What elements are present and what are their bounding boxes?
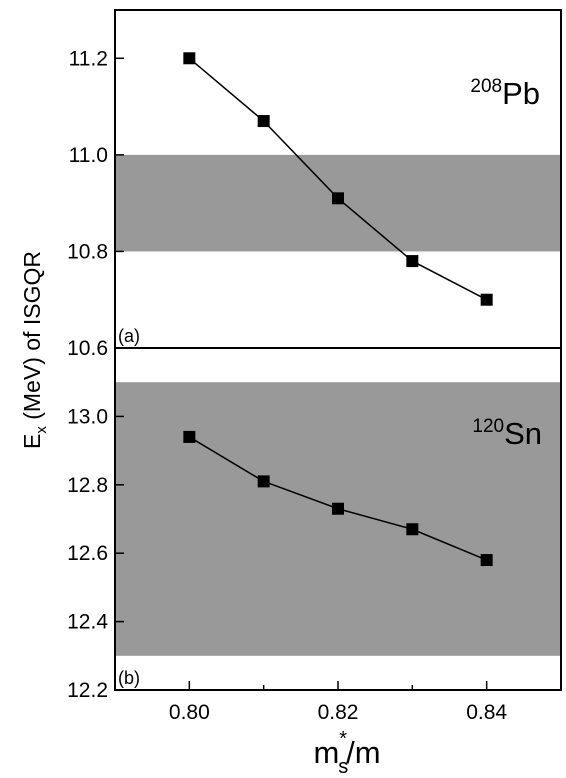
y-tick-label: 11.2 — [69, 47, 108, 70]
data-point — [480, 554, 493, 567]
panel-label-a: (a) — [118, 326, 140, 346]
nucleus-mass-number: 208 — [470, 76, 502, 97]
data-point — [183, 52, 196, 65]
y-tick-label: 12.4 — [67, 611, 108, 634]
y-tick-label: 12.6 — [67, 542, 108, 565]
y-tick-label: 12.8 — [67, 474, 108, 497]
x-axis-label: ms*/m — [313, 728, 380, 778]
data-point — [332, 192, 344, 205]
data-point — [332, 502, 344, 515]
panel-label-b: (b) — [118, 668, 140, 688]
panel-a: 10.6 10.8 11.0 11.2 (a) 208Pb — [67, 9, 562, 360]
nucleus-label-a: 208Pb — [470, 76, 540, 111]
panel-b: 12.2 12.4 12.6 12.8 13.0 (b) 120Sn — [67, 347, 562, 702]
nucleus-mass-number: 120 — [472, 416, 504, 437]
y-tick-label: 13.0 — [67, 405, 108, 428]
x-axis-ticks: 0.80 0.82 0.84 — [114, 681, 562, 724]
y-tick-label: 12.2 — [67, 679, 108, 702]
y-tick-label: 10.8 — [67, 240, 108, 263]
data-point — [257, 475, 270, 488]
data-point — [480, 293, 493, 306]
y-tick-label: 11.0 — [69, 144, 108, 167]
y-axis-label: Ex (MeV) of ISGQR — [19, 251, 50, 449]
shaded-band-b — [115, 382, 561, 656]
x-tick-label: 0.80 — [169, 701, 210, 724]
y-axis-label-subscript: x — [33, 426, 50, 434]
x-axis-label-subscript: s — [338, 756, 348, 778]
data-point — [406, 255, 419, 268]
nucleus-symbol: Pb — [502, 76, 540, 111]
x-tick-label: 0.84 — [466, 701, 507, 724]
data-point — [183, 430, 196, 443]
y-tick-label: 10.6 — [67, 337, 108, 360]
nucleus-label-b: 120Sn — [472, 416, 542, 451]
x-tick-label: 0.82 — [318, 701, 359, 724]
x-axis-label-superscript: * — [339, 728, 347, 750]
data-point — [257, 115, 270, 128]
data-point — [406, 523, 419, 536]
nucleus-symbol: Sn — [504, 416, 542, 451]
